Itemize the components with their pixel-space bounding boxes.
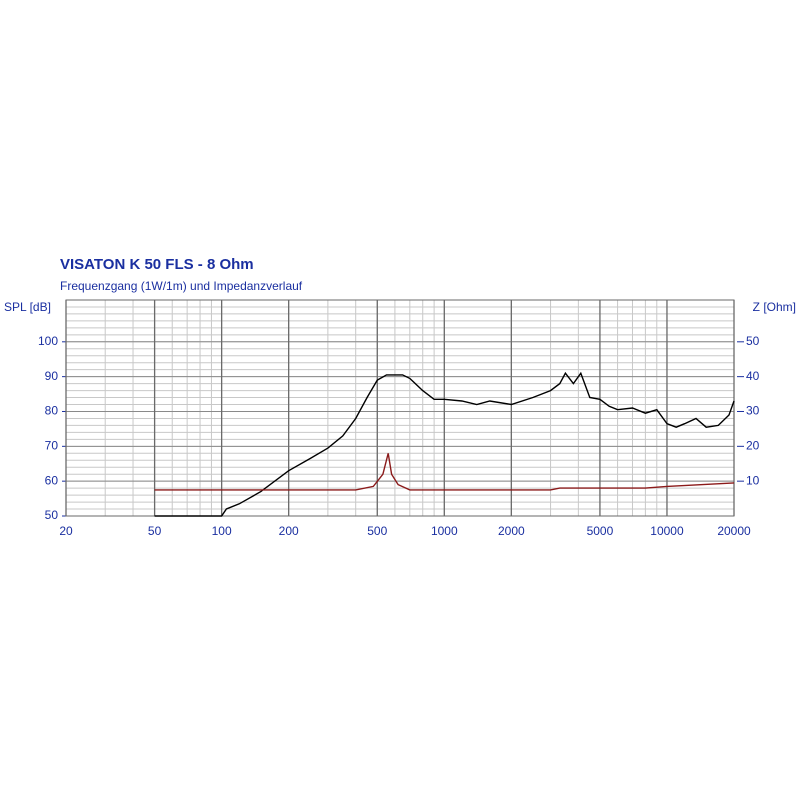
series-line [154,453,735,491]
y2-tick-label: 20 [746,438,760,452]
chart-subtitle: Frequenzgang (1W/1m) und Impedanzverlauf [60,279,303,293]
y-tick-label: 50 [45,508,59,522]
x-tick-label: 5000 [587,524,614,538]
plot-frame [65,299,735,517]
y2-axis-label: Z [Ohm] [753,300,796,314]
y-tick-label: 80 [45,404,59,418]
x-tick-label: 200 [279,524,299,538]
x-tick-label: 10000 [650,524,684,538]
x-tick-label: 20000 [717,524,751,538]
chart-title: VISATON K 50 FLS - 8 Ohm [60,256,254,273]
y2-tick-label: 40 [746,369,760,383]
y2-tick-label: 50 [746,334,760,348]
series-line [154,371,735,517]
x-tick-label: 2000 [498,524,525,538]
x-tick-label: 500 [367,524,387,538]
x-tick-label: 1000 [431,524,458,538]
y-tick-label: 100 [38,334,58,348]
y2-tick-label: 30 [746,404,760,418]
y-tick-label: 60 [45,473,59,487]
x-tick-label: 20 [59,524,73,538]
y-axis-label: SPL [dB] [4,300,51,314]
y-tick-label: 90 [45,369,59,383]
x-tick-label: 100 [212,524,232,538]
x-tick-label: 50 [148,524,162,538]
y-tick-label: 70 [45,438,59,452]
y2-tick-label: 10 [746,473,760,487]
